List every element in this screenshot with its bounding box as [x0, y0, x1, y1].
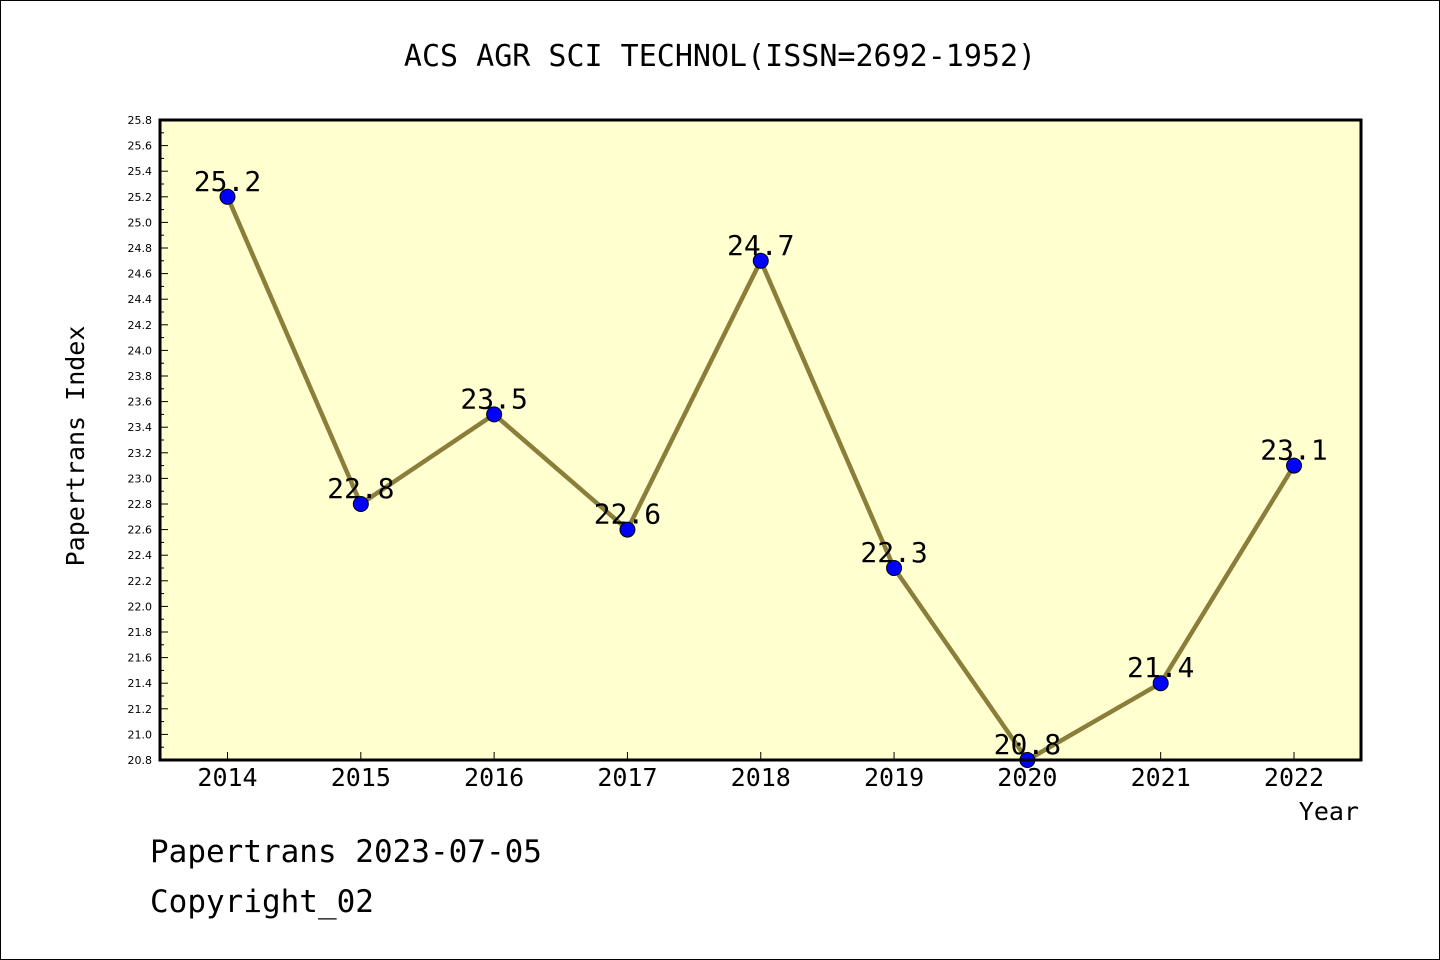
plot-area [160, 120, 1361, 760]
data-point [886, 560, 903, 576]
x-tick-label: 2019 [864, 763, 924, 792]
data-label: 22.6 [594, 498, 661, 531]
data-label: 23.5 [460, 382, 527, 415]
x-tick-label: 2018 [731, 763, 791, 792]
y-tick-label: 24.0 [128, 344, 153, 357]
x-tick-label: 2016 [464, 763, 524, 792]
chart-title: ACS AGR SCI TECHNOL(ISSN=2692-1952) [404, 39, 1036, 74]
y-tick-label: 25.4 [128, 165, 153, 178]
y-tick-label: 21.8 [128, 626, 153, 639]
x-axis-label: Year [1299, 797, 1359, 826]
y-tick-label: 21.6 [128, 652, 153, 665]
data-point [486, 406, 503, 423]
y-tick-label: 25.8 [128, 114, 153, 127]
data-label: 25.2 [194, 165, 261, 198]
y-tick-label: 21.4 [128, 677, 153, 690]
data-point [752, 252, 769, 269]
data-label: 21.4 [1127, 651, 1194, 684]
y-axis-label: Papertrans Index [61, 326, 90, 567]
x-tick-label: 2015 [331, 763, 391, 792]
data-label: 23.1 [1260, 434, 1327, 467]
x-tick-label: 2022 [1264, 763, 1324, 792]
y-tick-label: 21.2 [128, 703, 153, 716]
y-tick-label: 25.6 [128, 140, 153, 153]
data-point [352, 496, 369, 512]
y-tick-label: 23.2 [128, 447, 153, 460]
y-tick-label: 22.8 [128, 498, 153, 511]
x-tick-label: 2017 [597, 763, 657, 792]
y-tick-label: 23.4 [128, 421, 153, 434]
footer-copyright: Copyright_02 [150, 884, 374, 920]
y-tick-label: 23.0 [128, 472, 153, 485]
y-tick-label: 25.2 [128, 191, 153, 204]
data-label: 24.7 [727, 229, 794, 262]
y-tick-label: 22.6 [128, 524, 153, 537]
y-tick-label: 25.0 [128, 216, 153, 229]
footer-date: Papertrans 2023-07-05 [150, 834, 542, 870]
data-point [1152, 675, 1169, 692]
y-tick-label: 23.6 [128, 396, 153, 409]
y-tick-label: 22.4 [128, 549, 153, 562]
y-tick-label: 24.6 [128, 268, 153, 281]
data-label: 22.3 [860, 536, 927, 569]
data-label: 22.8 [327, 472, 394, 505]
data-point [619, 521, 636, 538]
y-tick-label: 21.0 [128, 728, 153, 741]
y-tick-label: 24.2 [128, 319, 153, 332]
y-tick-label: 22.2 [128, 575, 153, 588]
x-tick-label: 2021 [1131, 763, 1191, 792]
plot-border [158, 118, 1363, 762]
data-point [1286, 457, 1302, 474]
x-tick-label: 2014 [197, 763, 257, 792]
y-tick-label: 23.8 [128, 370, 153, 383]
y-tick-label: 24.8 [128, 242, 153, 255]
data-point [219, 188, 236, 205]
y-tick-label: 20.8 [128, 754, 153, 767]
data-label: 20.8 [994, 728, 1061, 761]
y-tick-label: 22.0 [128, 600, 153, 613]
y-tick-label: 24.4 [128, 293, 153, 306]
